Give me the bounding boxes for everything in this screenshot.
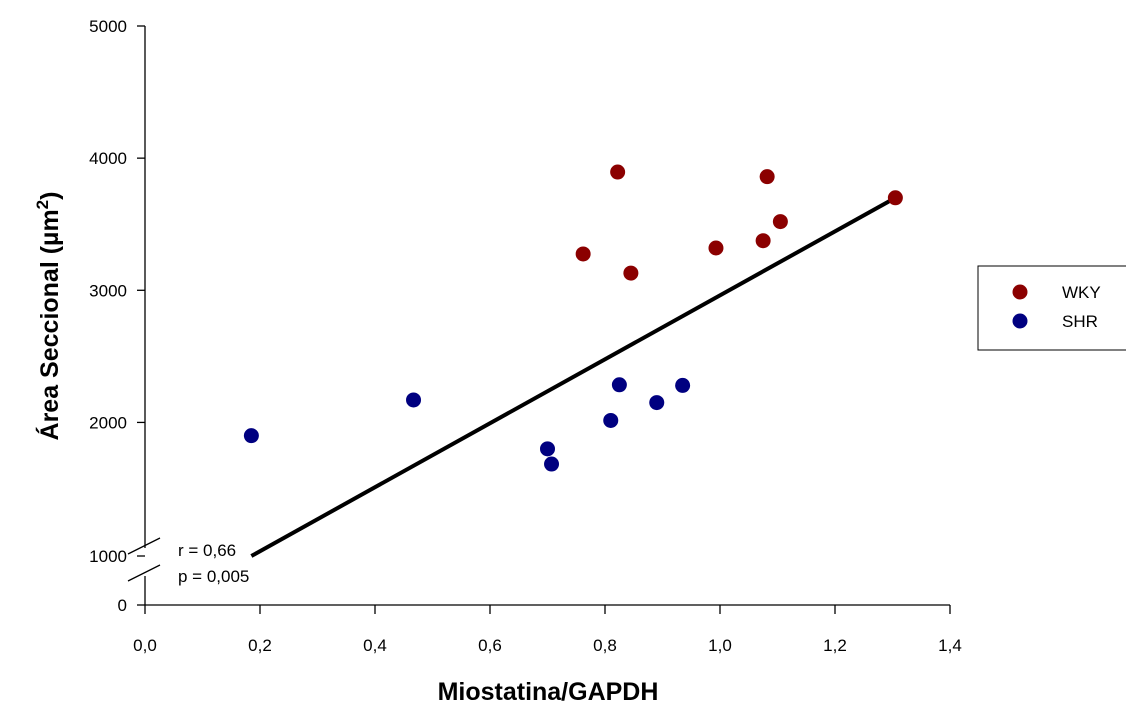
legend-label-shr: SHR	[1062, 312, 1098, 331]
x-tick-label: 0,2	[248, 636, 272, 655]
data-point-wky	[708, 240, 724, 256]
axis-break-mark-lower	[127, 564, 161, 582]
x-tick-label: 1,4	[938, 636, 962, 655]
legend-marker-shr	[1012, 313, 1028, 329]
data-point-shr	[243, 428, 259, 444]
x-tick-label: 0,8	[593, 636, 617, 655]
data-point-wky	[887, 190, 903, 206]
x-tick-label: 1,0	[708, 636, 732, 655]
data-point-wky	[575, 246, 591, 262]
x-axis: 0,0 0,2 0,4 0,6 0,8 1,0 1,2 1,4	[133, 604, 962, 655]
x-tick-label: 0,0	[133, 636, 157, 655]
data-point-wky	[772, 214, 788, 230]
axis-break-mark-upper	[127, 537, 161, 555]
data-point-wky	[755, 233, 771, 249]
x-tick-label: 1,2	[823, 636, 847, 655]
legend-box	[977, 265, 1126, 351]
data-point-shr	[540, 441, 555, 457]
legend-label-wky: WKY	[1062, 283, 1101, 302]
data-point-wky	[610, 164, 626, 180]
legend-marker-wky	[1012, 284, 1028, 300]
y-axis: 0 1000 2000 3000 4000 5000	[89, 17, 161, 615]
y-tick-label: 2000	[89, 413, 127, 432]
y-axis-title-close: )	[36, 192, 64, 200]
regression-line	[250, 196, 897, 558]
p-value: p = 0,005	[178, 567, 249, 586]
y-axis-title: Área Seccional (µm2)	[33, 192, 64, 441]
y-tick-label: 4000	[89, 149, 127, 168]
x-tick-label: 0,6	[478, 636, 502, 655]
y-axis-title-main: Área Seccional (µm	[35, 209, 64, 440]
data-point-shr	[649, 395, 665, 411]
y-axis-title-superscript: 2	[33, 200, 52, 209]
data-point-shr	[675, 377, 691, 393]
legend: WKY SHR	[977, 265, 1126, 351]
y-tick-label: 5000	[89, 17, 127, 36]
x-tick-label: 0,4	[363, 636, 387, 655]
data-point-wky	[623, 265, 639, 281]
data-point-shr	[544, 456, 560, 472]
data-point-wky	[759, 169, 775, 185]
data-point-shr	[603, 412, 619, 428]
y-tick-label: 3000	[89, 281, 127, 300]
data-point-shr	[611, 377, 627, 393]
y-tick-label: 0	[118, 596, 127, 615]
data-point-shr	[406, 392, 422, 408]
y-tick-label: 1000	[89, 547, 127, 566]
x-axis-title: Miostatina/GAPDH	[438, 678, 659, 706]
correlation-coefficient: r = 0,66	[178, 541, 236, 560]
